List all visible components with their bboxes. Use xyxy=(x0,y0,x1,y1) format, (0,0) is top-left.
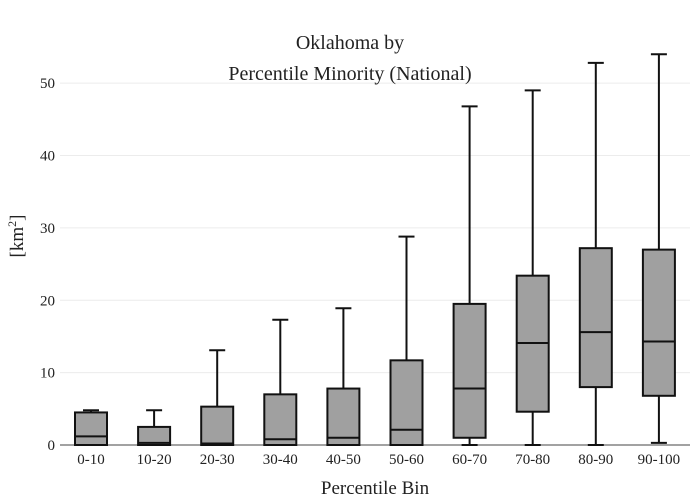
x-tick-label: 70-80 xyxy=(515,452,550,468)
y-tick-label: 40 xyxy=(40,149,55,165)
box-series xyxy=(74,53,676,447)
iqr-box xyxy=(326,387,361,447)
box-10-20 xyxy=(137,409,172,446)
box-80-90 xyxy=(578,61,613,446)
x-tick-label: 10-20 xyxy=(137,452,172,468)
y-axis-label-end: ] xyxy=(7,215,28,221)
iqr-box xyxy=(641,248,676,397)
y-axis-ticks: 0 10 20 30 40 50 xyxy=(40,76,55,454)
box-50-60 xyxy=(389,235,424,446)
box-20-30 xyxy=(200,349,235,447)
x-tick-label: 30-40 xyxy=(263,452,298,468)
x-tick-label: 40-50 xyxy=(326,452,361,468)
chart-title-line-2: Percentile Minority (National) xyxy=(228,63,471,85)
iqr-box xyxy=(389,359,424,446)
x-tick-label: 20-30 xyxy=(200,452,235,468)
iqr-box xyxy=(452,302,487,439)
iqr-box xyxy=(200,405,235,447)
x-tick-label: 60-70 xyxy=(452,452,487,468)
y-axis-label-base: [km xyxy=(7,227,28,258)
y-axis-label-sup: 2 xyxy=(5,221,19,227)
box-90-100 xyxy=(641,53,676,444)
iqr-box xyxy=(263,393,298,447)
x-axis-label: Percentile Bin xyxy=(321,478,430,499)
iqr-box xyxy=(578,247,613,389)
iqr-box xyxy=(74,411,108,447)
y-tick-label: 50 xyxy=(40,76,55,92)
chart-title-line-1: Oklahoma by xyxy=(296,32,404,54)
x-tick-label: 90-100 xyxy=(638,452,681,468)
y-tick-label: 30 xyxy=(40,221,55,237)
x-tick-label: 50-60 xyxy=(389,452,424,468)
x-axis-ticks: 0-10 10-20 20-30 30-40 40-50 50-60 60-70 70-80 8… xyxy=(77,452,680,468)
box-70-80 xyxy=(515,89,550,446)
y-tick-label: 0 xyxy=(48,438,56,454)
box-60-70 xyxy=(452,105,487,446)
box-0-10 xyxy=(74,409,108,447)
x-tick-label: 80-90 xyxy=(578,452,613,468)
y-tick-label: 20 xyxy=(40,293,55,309)
box-40-50 xyxy=(326,307,361,447)
y-tick-label: 10 xyxy=(40,366,55,382)
box-30-40 xyxy=(263,318,298,447)
iqr-box xyxy=(137,425,172,446)
x-tick-label: 0-10 xyxy=(77,452,105,468)
y-axis-label: [km2] xyxy=(5,215,28,258)
